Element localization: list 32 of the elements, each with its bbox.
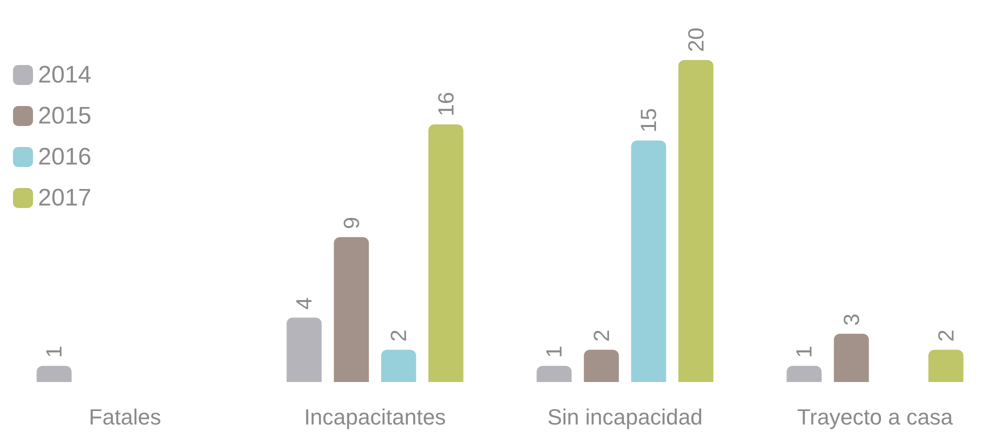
data-label: 9	[338, 216, 364, 230]
legend-label: 2017	[38, 184, 92, 212]
bar	[286, 318, 322, 382]
data-label: 2	[588, 330, 614, 342]
bar	[834, 334, 869, 382]
data-label: 1	[542, 346, 567, 358]
bar	[631, 140, 666, 382]
bar	[428, 124, 464, 382]
data-label: 3	[838, 313, 864, 326]
data-label: 1	[42, 346, 67, 358]
data-label: 2	[386, 330, 412, 342]
bar	[928, 350, 964, 382]
data-label: 1	[792, 346, 817, 358]
data-label: 15	[636, 108, 662, 132]
bar	[786, 366, 822, 382]
data-label: 16	[433, 92, 458, 116]
bar	[584, 350, 619, 382]
bar	[36, 366, 72, 382]
x-tick-label: Fatales	[88, 404, 162, 430]
bar	[678, 60, 714, 382]
x-tick-label: Sin incapacidad	[547, 404, 703, 430]
legend-label: 2015	[38, 102, 92, 130]
x-tick-label: Incapacitantes	[304, 404, 446, 430]
data-label: 20	[683, 28, 708, 52]
legend-label: 2014	[38, 62, 92, 88]
bar	[381, 350, 416, 382]
bar	[334, 237, 369, 382]
data-label: 4	[292, 297, 317, 310]
bar	[536, 366, 572, 382]
legend-label: 2016	[38, 144, 92, 170]
data-label: 2	[933, 330, 958, 342]
x-tick-label: Trayecto a casa	[797, 404, 954, 430]
